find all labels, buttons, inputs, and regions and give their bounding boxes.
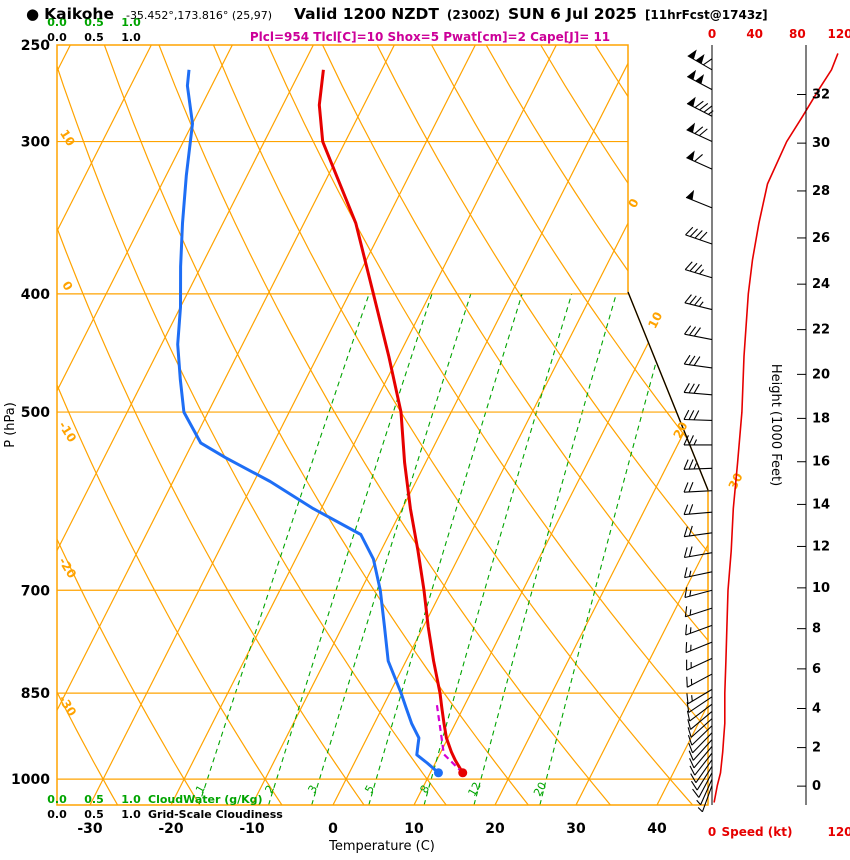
pressure-axis: 250 300 400 500 700 850 1000 P (hPa) (3, 38, 50, 788)
svg-text:1.0: 1.0 (121, 16, 141, 29)
svg-text:0.5: 0.5 (84, 793, 104, 806)
surface-temperature-dot (458, 768, 468, 778)
svg-text:10: 10 (645, 310, 665, 331)
svg-text:0.0: 0.0 (47, 31, 67, 44)
svg-text:0: 0 (708, 27, 716, 41)
svg-text:700: 700 (21, 583, 50, 599)
cloudwater-label: CloudWater (g/Kg) (148, 793, 263, 806)
svg-text:40: 40 (746, 27, 763, 41)
svg-text:16: 16 (812, 455, 830, 470)
svg-text:0: 0 (328, 821, 338, 837)
temperature-axis: -30 -20 -10 0 10 20 30 40 Temperature (C) (77, 821, 667, 854)
valid-date: SUN 6 Jul 2025 (507, 5, 637, 23)
chart-title-bar: ● Kaikohe -35.452°,173.816° (25,97) Vali… (26, 5, 768, 23)
station-name: Kaikohe (44, 5, 114, 23)
speed-axis-title: Speed (kt) (722, 825, 793, 839)
surface-dewpoint-dot (433, 768, 443, 778)
svg-text:1000: 1000 (11, 772, 50, 788)
svg-text:80: 80 (789, 27, 806, 41)
svg-text:20: 20 (531, 780, 549, 799)
svg-text:20: 20 (812, 367, 830, 382)
svg-text:26: 26 (812, 231, 830, 246)
cloud-scales: 0.0 0.0 0.0 0.0 0.5 0.5 0.5 0.5 1.0 1.0 1.0 1.0 Clou… (47, 16, 283, 821)
svg-text:20: 20 (485, 821, 505, 837)
station-coordinates: -35.452°,173.816° (25,97) (125, 9, 272, 22)
temperature-axis-title: Temperature (C) (328, 839, 435, 854)
svg-text:500: 500 (21, 405, 50, 421)
svg-text:0: 0 (708, 825, 716, 839)
svg-text:0.0: 0.0 (47, 16, 67, 29)
svg-text:4: 4 (812, 702, 821, 717)
svg-text:-10: -10 (56, 419, 79, 445)
parcel-parameters: Plcl=954 Tlcl[C]=10 Shox=5 Pwat[cm]=2 Ca… (249, 30, 611, 44)
svg-text:0: 0 (812, 779, 821, 794)
station-bullet-icon: ● (26, 5, 40, 23)
svg-text:0.0: 0.0 (47, 808, 67, 821)
pressure-axis-title: P (hPa) (3, 402, 18, 448)
svg-text:2: 2 (812, 741, 821, 756)
svg-text:32: 32 (812, 87, 830, 102)
svg-text:0.5: 0.5 (84, 808, 104, 821)
svg-text:0: 0 (59, 279, 75, 294)
svg-text:850: 850 (21, 686, 50, 702)
forecast-hour: [11hrFcst@1743z] (644, 8, 768, 22)
valid-time: Valid 1200 NZDT (293, 5, 439, 23)
plot-frame (56, 44, 709, 806)
svg-text:0.0: 0.0 (47, 793, 67, 806)
svg-text:8: 8 (812, 622, 821, 637)
svg-text:12: 12 (812, 539, 830, 554)
svg-text:10: 10 (812, 581, 830, 596)
svg-text:0.5: 0.5 (84, 16, 104, 29)
wind-speed-profile (713, 53, 839, 803)
svg-text:1.0: 1.0 (121, 793, 141, 806)
svg-text:40: 40 (647, 821, 667, 837)
wind-barbs (683, 45, 714, 813)
svg-text:1.0: 1.0 (121, 31, 141, 44)
svg-text:-10: -10 (239, 821, 265, 837)
height-axis-title: Height (1000 Feet) (768, 364, 783, 486)
temperature-trace (317, 69, 464, 774)
svg-text:120: 120 (827, 27, 850, 41)
svg-text:30: 30 (812, 136, 830, 151)
svg-text:14: 14 (812, 497, 830, 512)
dewpoint-trace (176, 69, 440, 774)
svg-text:1.0: 1.0 (121, 808, 141, 821)
svg-text:10: 10 (404, 821, 424, 837)
svg-text:18: 18 (812, 411, 830, 426)
svg-text:10: 10 (57, 127, 78, 149)
svg-text:24: 24 (812, 277, 830, 292)
sounding-profiles (176, 69, 468, 778)
svg-text:300: 300 (21, 135, 50, 151)
svg-text:28: 28 (812, 184, 830, 199)
valid-time-utc: (2300Z) (446, 8, 500, 22)
svg-text:0.5: 0.5 (84, 31, 104, 44)
svg-text:6: 6 (812, 662, 821, 677)
parcel-trace (435, 704, 464, 774)
svg-text:30: 30 (566, 821, 586, 837)
svg-text:250: 250 (21, 38, 50, 54)
svg-text:-30: -30 (77, 821, 103, 837)
svg-text:400: 400 (21, 287, 50, 303)
cloudiness-label: Grid-Scale Cloudiness (148, 808, 283, 821)
svg-text:22: 22 (812, 323, 830, 338)
svg-text:12: 12 (466, 780, 484, 799)
svg-text:-20: -20 (158, 821, 184, 837)
svg-text:20: 20 (671, 420, 691, 441)
skewt-grid (57, 45, 708, 805)
svg-text:120: 120 (827, 825, 850, 839)
